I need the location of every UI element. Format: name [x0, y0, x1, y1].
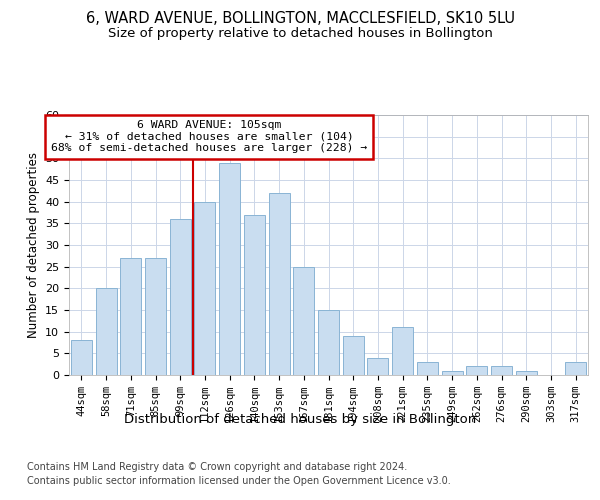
- Bar: [367, 358, 388, 375]
- Text: Distribution of detached houses by size in Bollington: Distribution of detached houses by size …: [124, 412, 476, 426]
- Text: 6, WARD AVENUE, BOLLINGTON, MACCLESFIELD, SK10 5LU: 6, WARD AVENUE, BOLLINGTON, MACCLESFIELD…: [86, 11, 515, 26]
- Bar: [417, 362, 438, 375]
- Text: Size of property relative to detached houses in Bollington: Size of property relative to detached ho…: [107, 28, 493, 40]
- Bar: [244, 214, 265, 375]
- Text: 6 WARD AVENUE: 105sqm
← 31% of detached houses are smaller (104)
68% of semi-det: 6 WARD AVENUE: 105sqm ← 31% of detached …: [51, 120, 367, 154]
- Bar: [442, 370, 463, 375]
- Y-axis label: Number of detached properties: Number of detached properties: [26, 152, 40, 338]
- Bar: [71, 340, 92, 375]
- Bar: [466, 366, 487, 375]
- Bar: [145, 258, 166, 375]
- Text: Contains HM Land Registry data © Crown copyright and database right 2024.: Contains HM Land Registry data © Crown c…: [27, 462, 407, 472]
- Bar: [516, 370, 537, 375]
- Bar: [194, 202, 215, 375]
- Bar: [491, 366, 512, 375]
- Bar: [219, 162, 240, 375]
- Bar: [95, 288, 116, 375]
- Bar: [318, 310, 339, 375]
- Text: Contains public sector information licensed under the Open Government Licence v3: Contains public sector information licen…: [27, 476, 451, 486]
- Bar: [293, 266, 314, 375]
- Bar: [343, 336, 364, 375]
- Bar: [392, 328, 413, 375]
- Bar: [269, 193, 290, 375]
- Bar: [565, 362, 586, 375]
- Bar: [170, 219, 191, 375]
- Bar: [120, 258, 141, 375]
